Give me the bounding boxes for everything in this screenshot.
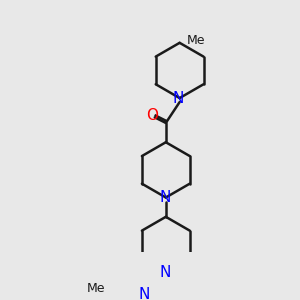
- Text: O: O: [146, 108, 158, 123]
- Text: N: N: [138, 287, 149, 300]
- Text: N: N: [159, 190, 170, 205]
- Text: Me: Me: [87, 282, 105, 296]
- Text: N: N: [159, 265, 170, 280]
- Text: Me: Me: [187, 34, 206, 47]
- Text: N: N: [172, 91, 184, 106]
